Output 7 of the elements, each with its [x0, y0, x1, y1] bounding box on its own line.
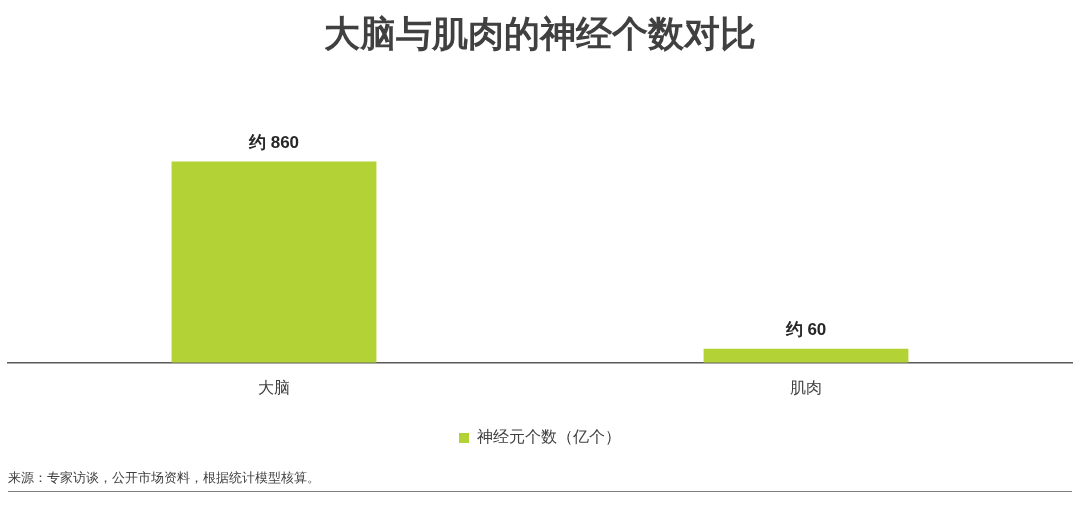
x-tick-label: 大脑	[258, 378, 290, 396]
chart-title: 大脑与肌肉的神经个数对比	[324, 12, 756, 54]
source-note: 来源：专家访谈，公开市场资料，根据统计模型核算。	[8, 469, 320, 485]
legend-label: 神经元个数（亿个）	[477, 428, 621, 446]
data-label: 约 60	[784, 319, 827, 339]
data-label: 约 860	[247, 132, 300, 152]
x-tick-label: 肌肉	[790, 378, 822, 396]
